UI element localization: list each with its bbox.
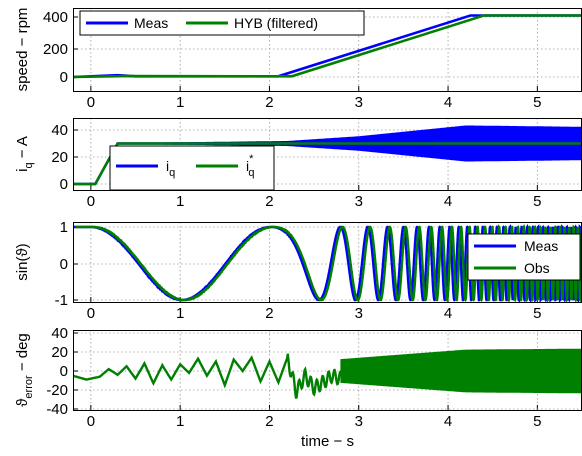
y-tick-label: 0	[60, 176, 68, 193]
series-band-error	[340, 348, 582, 394]
legend-label-hyb: HYB (filtered)	[234, 15, 318, 31]
y-tick-label: 20	[51, 344, 68, 361]
x-tick-label: 2	[265, 94, 273, 111]
y-tick-label: 0	[60, 363, 68, 380]
legend-box	[467, 233, 581, 281]
x-tick-label: 5	[533, 413, 541, 430]
y-tick-label: 0	[60, 256, 68, 273]
panel-2-legend: iq i* q	[109, 145, 275, 191]
legend-label-obs: Obs	[524, 260, 550, 276]
series-line-error	[73, 353, 342, 399]
y-tick-label: 1	[60, 219, 68, 236]
x-tick-label: 5	[533, 305, 541, 322]
legend-label-iq-ref: i* q	[246, 153, 255, 179]
y-tick-label: 40	[51, 122, 68, 139]
y-tick-label: 20	[51, 149, 68, 166]
panel-1-legend: Meas HYB (filtered)	[79, 10, 365, 36]
x-tick-label: 3	[355, 413, 363, 430]
x-tick-label: 3	[355, 94, 363, 111]
x-tick-label: 4	[444, 193, 452, 210]
x-tick-label: 4	[444, 94, 452, 111]
y-tick-label: -1	[55, 292, 68, 309]
y-tick-label: 40	[51, 325, 68, 342]
x-tick-label: 1	[176, 193, 184, 210]
x-tick-label: 1	[176, 305, 184, 322]
x-tick-label: 0	[87, 94, 95, 111]
x-tick-label: 5	[533, 94, 541, 111]
x-tick-label: 4	[444, 413, 452, 430]
x-tick-label: 0	[87, 193, 95, 210]
x-tick-label: 0	[87, 413, 95, 430]
panel-3-ylabel: sin(ϑ)	[14, 243, 31, 280]
y-tick-label: 200	[43, 41, 68, 58]
x-tick-label: 3	[355, 193, 363, 210]
x-tick-label: 1	[176, 94, 184, 111]
x-tick-label: 0	[87, 305, 95, 322]
x-tick-label: 3	[355, 305, 363, 322]
x-tick-label: 4	[444, 305, 452, 322]
legend-label-iq: iq	[166, 158, 175, 179]
y-tick-label: 400	[43, 9, 68, 26]
series-line-hyb	[73, 14, 582, 79]
x-tick-label: 1	[176, 413, 184, 430]
y-tick-label: -20	[46, 382, 68, 399]
y-tick-label: 0	[60, 69, 68, 86]
x-tick-label: 2	[265, 413, 273, 430]
panel-3-legend: Meas Obs	[467, 233, 581, 281]
y-tick-label: -40	[46, 401, 68, 418]
series-band-iq	[73, 125, 582, 185]
legend-box	[109, 145, 275, 191]
x-tick-label: 2	[265, 305, 273, 322]
panel-1-ylabel: speed − rpm	[14, 8, 31, 92]
legend-label-meas: Meas	[524, 238, 558, 254]
x-axis-label: time − s	[301, 433, 354, 450]
x-tick-label: 5	[533, 193, 541, 210]
x-tick-label: 2	[265, 193, 273, 210]
series-line-iq-ref	[73, 142, 582, 186]
legend-label-meas: Meas	[134, 15, 168, 31]
panel-2-ylabel: iq − A	[14, 136, 35, 172]
panel-4-ylabel: ϑerror − deg	[14, 333, 35, 407]
